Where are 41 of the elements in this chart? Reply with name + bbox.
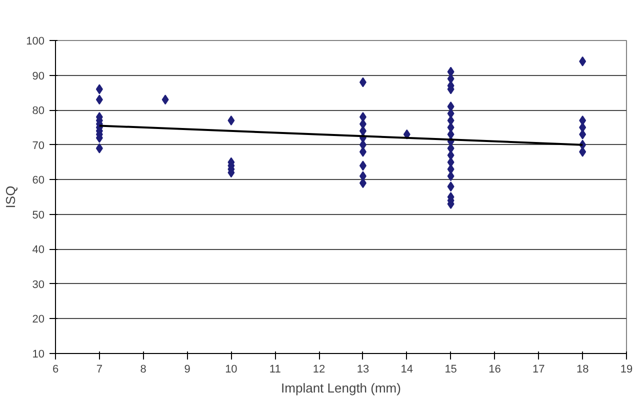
- x-tick-label: 18: [576, 364, 589, 376]
- x-tick-label: 15: [444, 364, 457, 376]
- x-tick-label: 7: [96, 364, 102, 376]
- point: [228, 115, 235, 126]
- y-tick-label: 70: [32, 140, 45, 152]
- x-tick-label: 10: [225, 364, 238, 376]
- x-tick-label: 17: [532, 364, 545, 376]
- point: [359, 160, 366, 171]
- point: [447, 157, 454, 168]
- y-tick-label: 30: [32, 278, 45, 291]
- y-tick-label: 100: [26, 36, 45, 48]
- point: [579, 146, 586, 157]
- x-tick-label: 8: [140, 364, 146, 376]
- y-tick-label: 90: [32, 70, 45, 82]
- point: [96, 84, 103, 94]
- y-tick-label: 80: [32, 105, 45, 118]
- x-tick-label: 14: [400, 364, 414, 376]
- x-tick-label: 11: [269, 364, 281, 376]
- y-tick-label: 40: [32, 244, 45, 256]
- point: [96, 143, 103, 154]
- y-tick-label: 20: [32, 314, 45, 326]
- point: [359, 146, 366, 157]
- x-tick-label: 9: [184, 364, 190, 376]
- x-tick-label: 6: [52, 364, 59, 376]
- point: [579, 129, 586, 140]
- y-tick-label: 10: [32, 348, 45, 360]
- x-tick-label: 16: [488, 364, 501, 376]
- point: [447, 171, 454, 182]
- y-axis-title: ISQ: [3, 186, 18, 208]
- point: [96, 94, 103, 105]
- point: [579, 56, 586, 66]
- point: [359, 178, 366, 188]
- point: [162, 94, 169, 105]
- x-tick-label: 13: [356, 364, 370, 376]
- x-axis-title: Implant Length (mm): [281, 380, 401, 396]
- x-tick-label: 19: [620, 364, 633, 376]
- point: [359, 77, 366, 88]
- x-tick-label: 12: [312, 364, 326, 376]
- y-tick-label: 50: [32, 209, 45, 222]
- y-tick-label: 60: [32, 174, 45, 187]
- point: [447, 182, 454, 192]
